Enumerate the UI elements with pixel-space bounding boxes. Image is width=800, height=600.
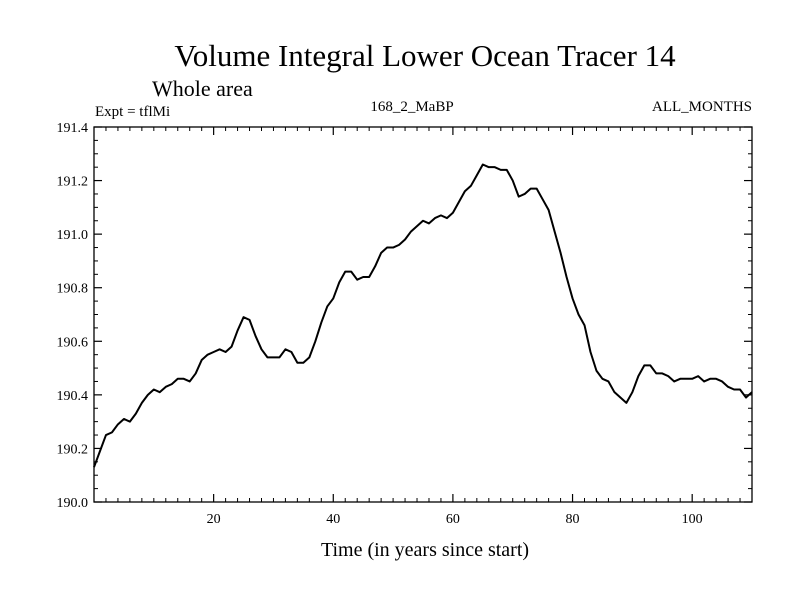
x-tick-label: 80 bbox=[566, 512, 580, 527]
y-tick-label: 190.0 bbox=[57, 496, 89, 511]
center-label: 168_2_MaBP bbox=[370, 99, 453, 115]
chart-title: Volume Integral Lower Ocean Tracer 14 bbox=[174, 38, 676, 73]
x-axis: 20 40 60 80 100 bbox=[105, 127, 753, 527]
right-label: ALL_MONTHS bbox=[652, 99, 752, 115]
y-tick-label: 190.4 bbox=[57, 389, 89, 404]
y-tick-label: 191.0 bbox=[57, 228, 89, 243]
x-tick-label: 60 bbox=[446, 512, 460, 527]
chart-subtitle: Whole area bbox=[152, 76, 253, 101]
x-tick-label: 20 bbox=[207, 512, 221, 527]
y-tick-label: 191.4 bbox=[57, 121, 89, 136]
x-tick-label: 100 bbox=[682, 512, 703, 527]
y-tick-label: 190.6 bbox=[57, 335, 89, 350]
plot-frame bbox=[93, 126, 753, 503]
x-tick-label: 40 bbox=[326, 512, 340, 527]
y-axis: 190.0 190.2 190.4 190.6 190.8 191.0 191.2 191.4 bbox=[57, 121, 752, 511]
y-tick-label: 191.2 bbox=[57, 175, 89, 190]
y-tick-label: 190.8 bbox=[57, 282, 89, 297]
expt-label: Expt = tflMi bbox=[95, 104, 170, 120]
series-line bbox=[93, 163, 753, 468]
x-axis-label: Time (in years since start) bbox=[321, 539, 529, 561]
y-tick-label: 190.2 bbox=[57, 442, 89, 457]
